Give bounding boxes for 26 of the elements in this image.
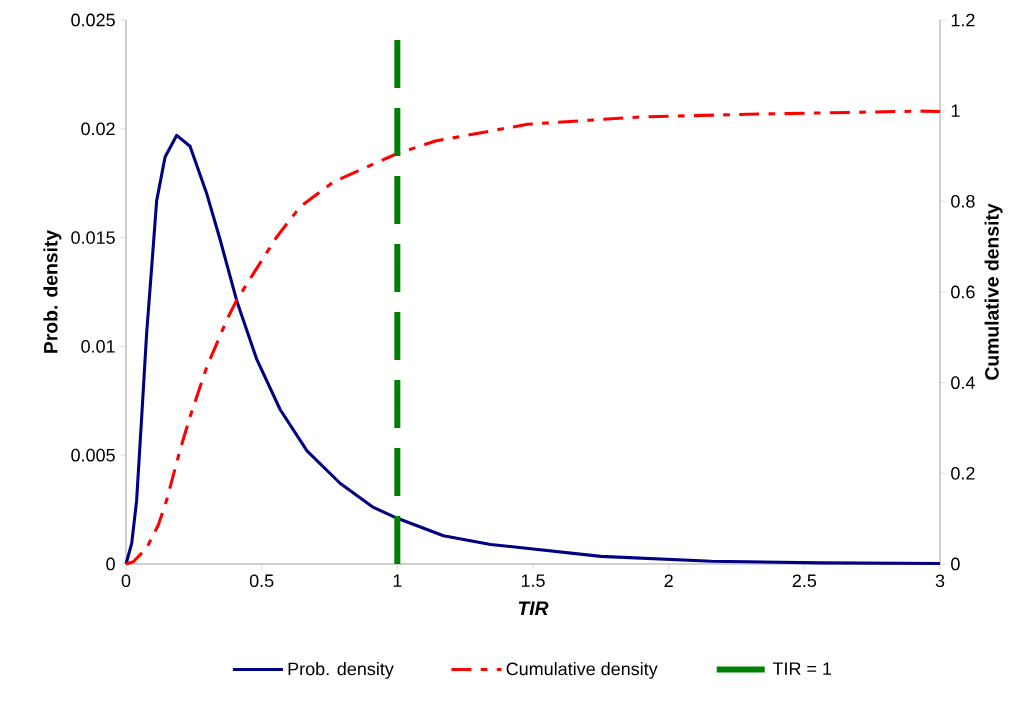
y-tick-label: 0 [106,557,115,571]
x-tick-label: 0 [121,574,131,588]
x-tick-label: 1 [393,574,402,587]
legend-label: TIR = 1 [772,662,832,675]
y-axis-title: Prob. density [43,229,62,353]
y-tick-label: 0.015 [71,231,115,244]
x-axis-title: TIR [518,601,549,615]
y2-tick-label: 0.4 [951,376,975,390]
x-tick-label: 0.5 [249,574,274,588]
x-tick-label: 3 [935,574,945,588]
y2-tick-label: 0.6 [951,285,975,299]
legend-label: Cumulative density [506,662,658,679]
y2-tick-label: 0 [951,557,960,571]
x-tick-label: 2 [664,574,673,587]
legend-label: Prob. density [288,662,394,679]
y2-axis-title: Cumulative density [984,203,1003,380]
y-tick-label: 0.005 [71,448,115,462]
y2-tick-label: 1 [951,104,960,117]
y2-tick-label: 1.2 [951,13,975,27]
x-tick-label: 1.5 [521,574,545,587]
y2-tick-label: 0.2 [951,466,975,480]
y-tick-label: 0.02 [81,122,115,136]
y-tick-label: 0.01 [81,340,115,353]
y-tick-label: 0.025 [71,13,115,27]
y2-tick-label: 0.8 [951,194,975,208]
x-tick-label: 2.5 [792,574,817,588]
